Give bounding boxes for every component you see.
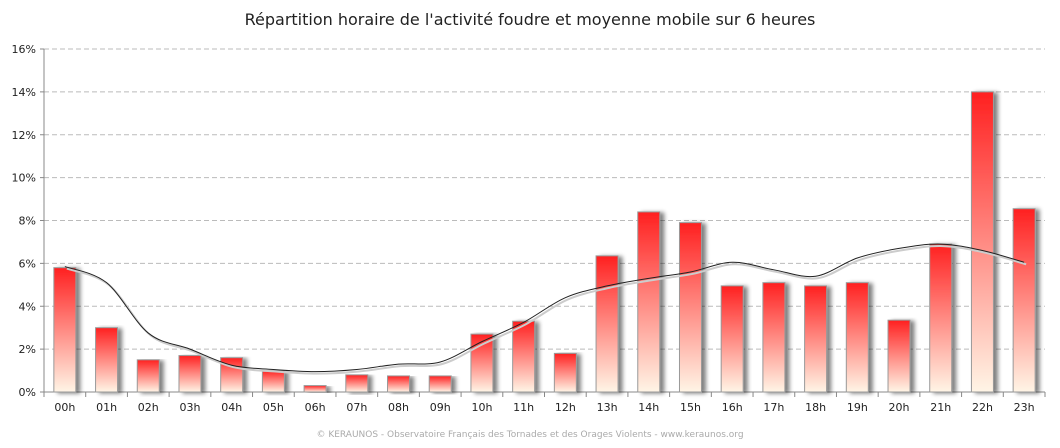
- bar-09h: [428, 375, 452, 393]
- y-tick-label: 6%: [19, 257, 36, 270]
- x-tick-label: 04h: [221, 401, 242, 414]
- bar-01h: [95, 327, 119, 393]
- copyright-footer: © KERAUNOS - Observatoire Français des T…: [316, 430, 744, 440]
- bar-20h: [887, 319, 911, 393]
- bar-00h: [53, 267, 77, 393]
- x-tick-label: 17h: [763, 401, 784, 414]
- y-tick-label: 4%: [19, 300, 36, 313]
- chart-title: Répartition horaire de l'activité foudre…: [244, 10, 816, 29]
- moving-average-line: [64, 243, 1025, 373]
- y-tick-label: 14%: [12, 86, 36, 99]
- bar-19h: [845, 282, 869, 393]
- x-tick-label: 20h: [889, 401, 910, 414]
- y-tick-label: 0%: [19, 386, 36, 399]
- bar-10h: [470, 333, 494, 393]
- y-tick-label: 12%: [12, 129, 36, 142]
- x-tick-label: 12h: [555, 401, 576, 414]
- x-tick-label: 00h: [54, 401, 75, 414]
- x-tick-label: 22h: [972, 401, 993, 414]
- bar-07h: [345, 374, 369, 393]
- y-tick-label: 16%: [12, 43, 36, 56]
- x-tick-label: 09h: [430, 401, 451, 414]
- x-tick-label: 01h: [96, 401, 117, 414]
- x-tick-label: 08h: [388, 401, 409, 414]
- bar-03h: [178, 355, 202, 393]
- bar-12h: [553, 352, 577, 393]
- x-tick-label: 14h: [638, 401, 659, 414]
- x-tick-label: 21h: [930, 401, 951, 414]
- bar-23h: [1012, 208, 1036, 393]
- x-tick-label: 02h: [138, 401, 159, 414]
- bar-14h: [637, 211, 661, 393]
- bar-13h: [595, 255, 619, 393]
- bar-18h: [804, 285, 828, 393]
- bar-02h: [136, 359, 160, 393]
- y-tick-label: 2%: [19, 343, 36, 356]
- y-tick-label: 10%: [12, 172, 36, 185]
- bar-21h: [929, 243, 953, 393]
- x-tick-label: 19h: [847, 401, 868, 414]
- x-tick-label: 03h: [179, 401, 200, 414]
- x-tick-label: 16h: [722, 401, 743, 414]
- x-tick-label: 13h: [597, 401, 618, 414]
- bar-15h: [678, 222, 702, 393]
- x-tick-label: 18h: [805, 401, 826, 414]
- bar-06h: [303, 385, 327, 393]
- x-tick-label: 11h: [513, 401, 534, 414]
- x-tick-label: 23h: [1014, 401, 1035, 414]
- bar-11h: [512, 320, 536, 393]
- x-tick-label: 10h: [471, 401, 492, 414]
- y-tick-label: 8%: [19, 215, 36, 228]
- bar-22h: [970, 91, 994, 393]
- bar-05h: [261, 370, 285, 393]
- bar-16h: [720, 285, 744, 393]
- x-tick-label: 07h: [346, 401, 367, 414]
- bar-17h: [762, 282, 786, 393]
- x-tick-label: 15h: [680, 401, 701, 414]
- moving-average-shadow: [66, 245, 1027, 375]
- x-tick-label: 06h: [305, 401, 326, 414]
- x-tick-label: 05h: [263, 401, 284, 414]
- bar-08h: [387, 375, 411, 393]
